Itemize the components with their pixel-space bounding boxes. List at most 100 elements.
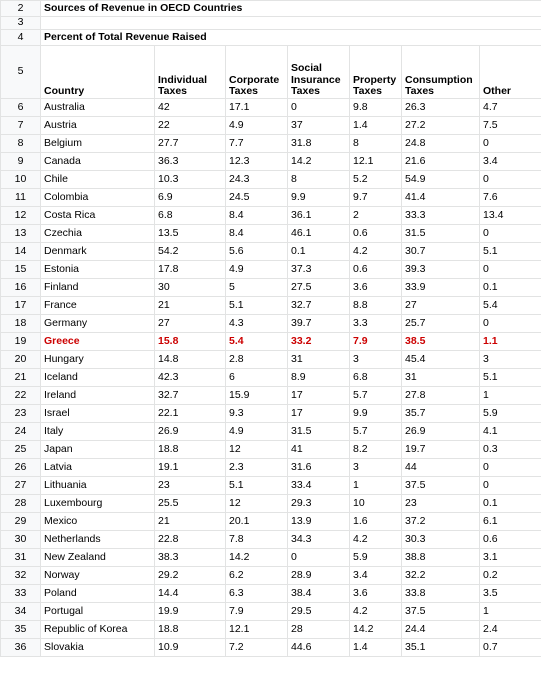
cell-consumption[interactable]: 45.4	[401, 350, 480, 369]
cell-corporate[interactable]: 2.3	[225, 458, 288, 477]
cell-social[interactable]: 17	[287, 404, 350, 423]
cell-corporate[interactable]: 6.2	[225, 566, 288, 585]
cell-social[interactable]: 31	[287, 350, 350, 369]
cell-other[interactable]: 3	[478, 350, 541, 369]
cell-individual[interactable]: 15.8	[154, 332, 226, 351]
row-number[interactable]: 10	[0, 170, 41, 189]
cell-other[interactable]: 4.7	[478, 98, 541, 117]
cell-individual[interactable]: 13.5	[154, 224, 226, 243]
cell-other[interactable]: 0.7	[478, 638, 541, 657]
cell-country[interactable]: Germany	[40, 314, 155, 333]
cell-corporate[interactable]: 24.3	[225, 170, 288, 189]
cell-corporate[interactable]: 7.8	[225, 530, 288, 549]
cell-country[interactable]: Iceland	[40, 368, 155, 387]
row-number[interactable]: 17	[0, 296, 41, 315]
cell-property[interactable]: 5.2	[349, 170, 402, 189]
cell-social[interactable]: 27.5	[287, 278, 350, 297]
cell-corporate[interactable]: 5.4	[225, 332, 288, 351]
cell-consumption[interactable]: 54.9	[401, 170, 480, 189]
cell-consumption[interactable]: 32.2	[401, 566, 480, 585]
cell-corporate[interactable]: 8.4	[225, 206, 288, 225]
row-number[interactable]: 35	[0, 620, 41, 639]
cell-property[interactable]: 1	[349, 476, 402, 495]
row-number[interactable]: 12	[0, 206, 41, 225]
sheet-title[interactable]: Sources of Revenue in OECD Countries	[39, 0, 541, 17]
cell-individual[interactable]: 10.3	[154, 170, 226, 189]
cell-social[interactable]: 13.9	[287, 512, 350, 531]
cell-country[interactable]: Lithuania	[40, 476, 155, 495]
row-number[interactable]: 27	[0, 476, 41, 495]
cell-individual[interactable]: 26.9	[154, 422, 226, 441]
cell-social[interactable]: 31.5	[287, 422, 350, 441]
cell-other[interactable]: 0	[478, 170, 541, 189]
cell-property[interactable]: 8	[349, 134, 402, 153]
cell-country[interactable]: Netherlands	[40, 530, 155, 549]
cell-individual[interactable]: 23	[154, 476, 226, 495]
cell-social[interactable]: 37	[287, 116, 350, 135]
cell-consumption[interactable]: 30.3	[401, 530, 480, 549]
cell-other[interactable]: 2.4	[478, 620, 541, 639]
header-property-taxes[interactable]: Property Taxes	[349, 45, 402, 99]
cell-country[interactable]: Australia	[40, 98, 155, 117]
cell-consumption[interactable]: 39.3	[401, 260, 480, 279]
cell-consumption[interactable]: 33.9	[401, 278, 480, 297]
cell-social[interactable]: 41	[287, 440, 350, 459]
cell-corporate[interactable]: 12.3	[225, 152, 288, 171]
row-number[interactable]: 11	[0, 188, 41, 207]
cell-consumption[interactable]: 24.8	[401, 134, 480, 153]
cell-property[interactable]: 1.6	[349, 512, 402, 531]
row-number[interactable]: 4	[0, 29, 41, 46]
cell-social[interactable]: 37.3	[287, 260, 350, 279]
cell-individual[interactable]: 38.3	[154, 548, 226, 567]
cell-consumption[interactable]: 27.8	[401, 386, 480, 405]
cell-corporate[interactable]: 8.4	[225, 224, 288, 243]
cell-individual[interactable]: 27	[154, 314, 226, 333]
cell-consumption[interactable]: 38.8	[401, 548, 480, 567]
cell-social[interactable]: 9.9	[287, 188, 350, 207]
header-social-insurance-taxes[interactable]: Social Insurance Taxes	[287, 45, 350, 99]
cell-individual[interactable]: 42.3	[154, 368, 226, 387]
cell-other[interactable]: 0.1	[478, 494, 541, 513]
cell-corporate[interactable]: 12.1	[225, 620, 288, 639]
cell-other[interactable]: 0	[478, 134, 541, 153]
cell-individual[interactable]: 14.4	[154, 584, 226, 603]
header-consumption-taxes[interactable]: Consumption Taxes	[401, 45, 480, 99]
row-number[interactable]: 23	[0, 404, 41, 423]
cell-consumption[interactable]: 19.7	[401, 440, 480, 459]
cell-individual[interactable]: 22.8	[154, 530, 226, 549]
cell-other[interactable]: 7.5	[478, 116, 541, 135]
cell-social[interactable]: 28	[287, 620, 350, 639]
cell-country[interactable]: Portugal	[40, 602, 155, 621]
row-number[interactable]: 7	[0, 116, 41, 135]
cell-property[interactable]: 5.9	[349, 548, 402, 567]
row-number[interactable]: 25	[0, 440, 41, 459]
cell-consumption[interactable]: 38.5	[401, 332, 480, 351]
cell-property[interactable]: 0.6	[349, 224, 402, 243]
row-number[interactable]: 3	[0, 16, 41, 30]
cell-consumption[interactable]: 44	[401, 458, 480, 477]
cell-other[interactable]: 0.1	[478, 278, 541, 297]
cell-other[interactable]: 0.3	[478, 440, 541, 459]
cell-property[interactable]: 14.2	[349, 620, 402, 639]
cell-consumption[interactable]: 41.4	[401, 188, 480, 207]
cell-other[interactable]: 13.4	[478, 206, 541, 225]
cell-other[interactable]: 5.9	[478, 404, 541, 423]
cell-individual[interactable]: 6.9	[154, 188, 226, 207]
cell-corporate[interactable]: 7.9	[225, 602, 288, 621]
cell-country[interactable]: Ireland	[40, 386, 155, 405]
header-country[interactable]: Country	[40, 45, 155, 99]
cell-property[interactable]: 5.7	[349, 386, 402, 405]
cell-country[interactable]: Canada	[40, 152, 155, 171]
cell-consumption[interactable]: 25.7	[401, 314, 480, 333]
cell-property[interactable]: 5.7	[349, 422, 402, 441]
cell-consumption[interactable]: 37.5	[401, 602, 480, 621]
cell-consumption[interactable]: 26.9	[401, 422, 480, 441]
cell-country[interactable]: Poland	[40, 584, 155, 603]
cell-individual[interactable]: 19.1	[154, 458, 226, 477]
cell-property[interactable]: 6.8	[349, 368, 402, 387]
cell-corporate[interactable]: 6	[225, 368, 288, 387]
cell-individual[interactable]: 18.8	[154, 620, 226, 639]
cell-other[interactable]: 0	[478, 314, 541, 333]
cell-individual[interactable]: 27.7	[154, 134, 226, 153]
row-number[interactable]: 14	[0, 242, 41, 261]
